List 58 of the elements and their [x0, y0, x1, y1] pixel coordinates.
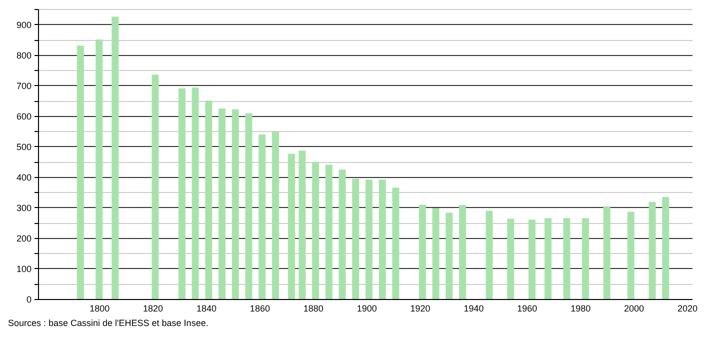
y-tick-label: 700 — [16, 80, 32, 91]
y-tick-label: 0 — [26, 294, 32, 304]
bar — [272, 132, 279, 299]
y-tick-label: 900 — [16, 20, 32, 30]
bar — [486, 210, 493, 299]
bar — [528, 220, 536, 299]
bar — [192, 87, 199, 299]
bar — [178, 88, 186, 299]
x-tick-label: 1800 — [90, 304, 110, 314]
bar — [245, 113, 252, 299]
source-note: Sources : base Cassini de l'EHESS et base Insee. — [8, 318, 208, 328]
bar — [662, 197, 670, 299]
bar — [112, 16, 119, 299]
bar — [232, 109, 239, 299]
y-tick-label: 300 — [16, 202, 32, 213]
bar — [392, 188, 400, 299]
bar — [96, 40, 103, 299]
bar — [366, 180, 373, 299]
bar — [218, 108, 226, 299]
x-tick-label: 1880 — [303, 304, 324, 314]
bar — [544, 218, 552, 299]
y-tick-label: 500 — [16, 142, 32, 152]
bar — [325, 164, 332, 299]
bar — [338, 170, 346, 299]
bar — [378, 180, 386, 299]
y-tick-label: 200 — [16, 233, 32, 244]
bar — [352, 178, 360, 299]
bar — [288, 154, 296, 299]
bar — [205, 100, 212, 299]
bar — [627, 212, 634, 299]
bar — [507, 218, 514, 299]
x-tick-label: 1860 — [250, 304, 270, 314]
bar — [603, 206, 610, 299]
x-tick-label: 2020 — [677, 304, 698, 314]
bar — [298, 150, 306, 299]
x-tick-label: 1960 — [517, 304, 538, 314]
bar — [432, 208, 440, 299]
y-tick-label: 400 — [16, 172, 32, 182]
bar — [459, 204, 466, 299]
bar — [258, 134, 266, 299]
bar — [152, 74, 159, 299]
bar — [312, 162, 320, 299]
y-tick-label: 800 — [16, 50, 32, 60]
y-tick-label: 600 — [16, 111, 32, 122]
bar — [563, 218, 570, 299]
x-tick-label: 2000 — [624, 304, 644, 314]
bar — [418, 204, 426, 299]
bar — [648, 202, 656, 299]
x-tick-label: 1900 — [356, 304, 377, 314]
x-tick-label: 1920 — [410, 304, 430, 314]
y-tick-label: 100 — [16, 264, 32, 274]
bar — [582, 218, 589, 299]
bar — [446, 212, 453, 299]
x-tick-label: 1980 — [570, 304, 591, 314]
bar — [76, 46, 84, 299]
x-tick-label: 1940 — [464, 304, 484, 314]
x-tick-label: 1820 — [143, 304, 164, 314]
x-tick-label: 1840 — [196, 304, 217, 314]
